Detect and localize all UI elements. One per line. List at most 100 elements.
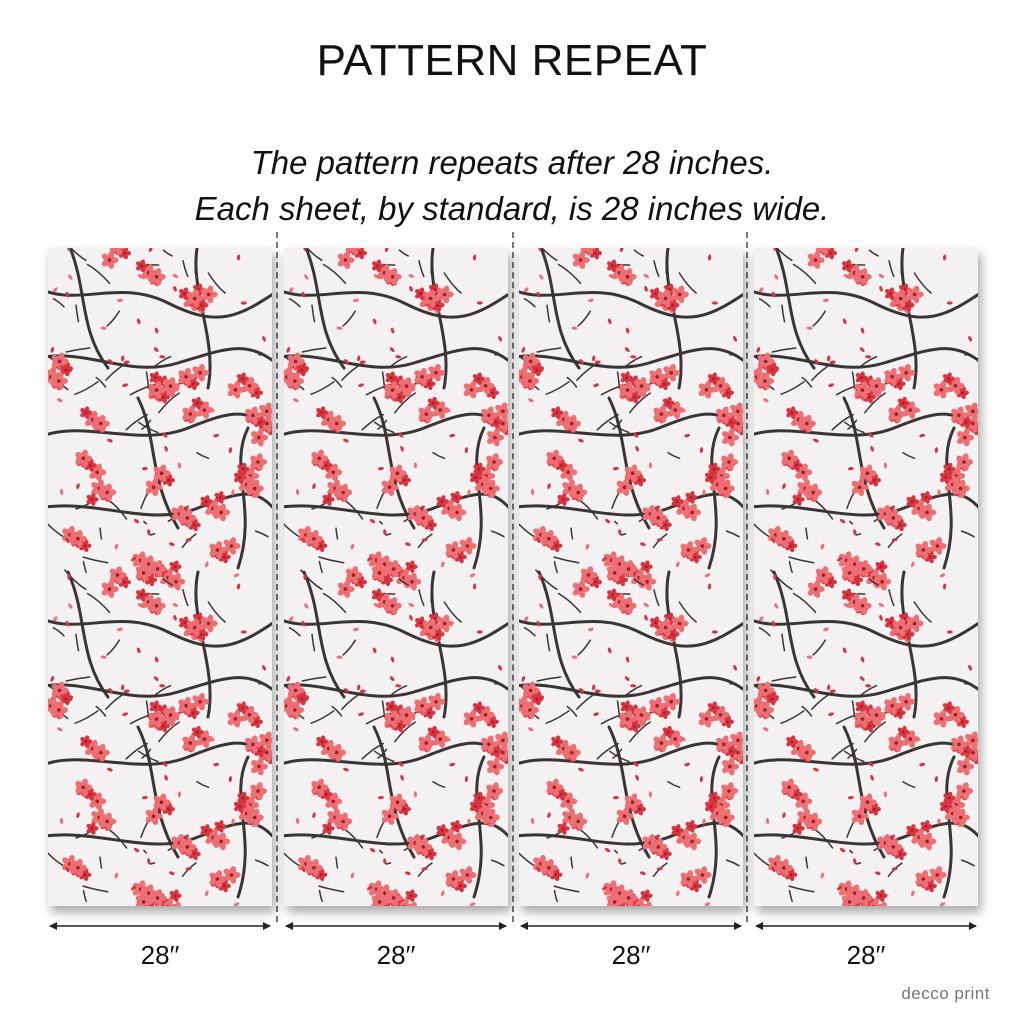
blossom-cluster — [940, 471, 970, 498]
falling-petal — [159, 684, 166, 688]
falling-petal — [68, 274, 73, 280]
falling-petal — [860, 656, 865, 663]
blossom-cluster — [546, 778, 578, 811]
falling-petal — [100, 326, 107, 330]
subtitle: The pattern repeats after 28 inches. Eac… — [0, 140, 1024, 232]
falling-petal — [343, 767, 349, 772]
falling-petal — [148, 248, 153, 253]
blossom-cluster — [381, 793, 411, 826]
falling-petal — [633, 762, 639, 767]
twig — [557, 263, 582, 285]
twig — [152, 684, 172, 698]
falling-petal — [50, 676, 55, 682]
twig — [82, 560, 87, 574]
blossom-cluster — [48, 363, 73, 391]
falling-petal — [593, 383, 599, 388]
blossom-cluster — [200, 820, 231, 851]
twig — [758, 298, 771, 308]
twig — [888, 589, 895, 607]
falling-petal — [286, 347, 291, 353]
twig — [535, 569, 558, 591]
wallpaper-sheet-2 — [284, 248, 508, 906]
falling-petal — [656, 538, 663, 542]
blossom-cluster — [407, 834, 437, 861]
falling-petal — [147, 529, 151, 536]
falling-petal — [286, 676, 291, 682]
twig — [577, 639, 592, 656]
falling-petal — [209, 736, 215, 742]
blossom-cluster — [316, 406, 346, 433]
falling-petal — [771, 620, 776, 627]
blossom-cluster — [716, 402, 743, 429]
twig — [82, 889, 87, 903]
falling-petal — [464, 447, 469, 454]
blossom-cluster — [884, 363, 916, 391]
twig — [52, 627, 65, 637]
branch — [519, 347, 743, 369]
falling-petal — [655, 834, 660, 840]
falling-petal — [373, 603, 379, 608]
twig — [322, 263, 347, 285]
twig — [553, 556, 580, 564]
blossom-cluster — [680, 537, 712, 564]
blossom-cluster — [135, 560, 167, 587]
falling-petal — [604, 519, 611, 524]
blossom-cluster — [182, 725, 214, 753]
falling-petal — [624, 676, 630, 681]
falling-petal — [123, 689, 130, 693]
branch — [607, 725, 651, 859]
falling-petal — [76, 483, 80, 490]
falling-petal — [814, 359, 819, 364]
falling-petal — [813, 767, 819, 772]
twig — [846, 819, 856, 839]
twig — [418, 589, 425, 607]
falling-petal — [594, 689, 601, 693]
double-arrow-icon — [49, 922, 271, 930]
twig — [341, 691, 364, 710]
falling-petal — [601, 557, 608, 562]
blossom-cluster — [245, 731, 272, 758]
falling-petal — [774, 603, 779, 609]
falling-petal — [154, 327, 159, 334]
falling-petal — [231, 489, 235, 496]
twig — [577, 310, 592, 327]
falling-petal — [67, 574, 71, 580]
twig — [566, 705, 578, 717]
branch — [900, 248, 918, 390]
twig — [852, 263, 866, 266]
falling-petal — [538, 574, 542, 580]
twig — [137, 750, 159, 763]
falling-petal — [571, 655, 578, 659]
falling-petal — [704, 902, 711, 906]
twig — [612, 748, 623, 759]
falling-petal — [829, 689, 836, 693]
falling-petal — [173, 285, 177, 292]
branch — [430, 248, 448, 390]
falling-petal — [172, 602, 179, 608]
twig — [162, 578, 173, 586]
falling-petal — [377, 795, 384, 800]
falling-petal — [312, 812, 316, 819]
blossom-cluster — [148, 706, 180, 733]
falling-petal — [765, 818, 770, 824]
twig — [305, 248, 323, 262]
branch — [519, 741, 743, 766]
falling-petal — [65, 866, 70, 873]
falling-petal — [843, 603, 849, 608]
twig — [284, 852, 303, 868]
falling-petal — [711, 301, 718, 305]
twig — [342, 639, 357, 656]
falling-petal — [733, 665, 738, 671]
blossom-cluster — [716, 731, 743, 758]
branch — [754, 676, 978, 698]
falling-petal — [141, 466, 148, 471]
blossom-cluster — [145, 793, 175, 826]
falling-petal — [842, 318, 847, 325]
twig — [855, 862, 862, 865]
falling-petal — [236, 254, 241, 261]
blossom-cluster — [616, 793, 646, 826]
falling-petal — [344, 359, 349, 364]
twig — [254, 859, 269, 867]
twig — [48, 852, 67, 868]
falling-petal — [398, 433, 404, 438]
